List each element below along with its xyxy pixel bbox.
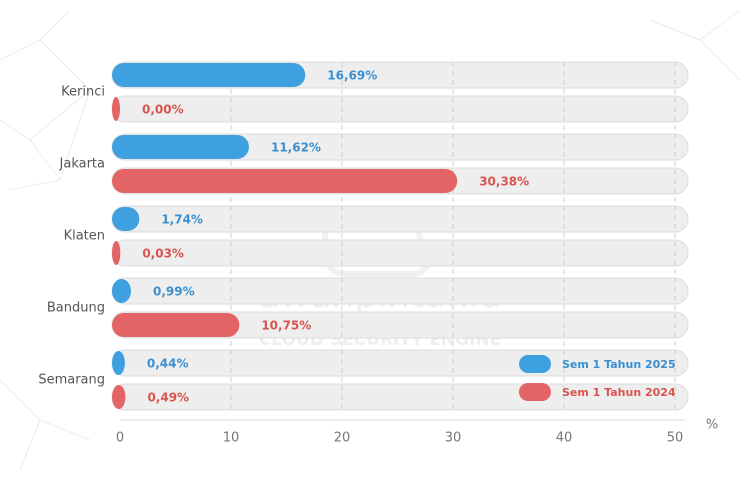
bar-track — [111, 95, 689, 123]
value-label: 16,69% — [327, 69, 377, 83]
value-label: 0,00% — [142, 103, 184, 117]
x-tick-label: 0 — [116, 431, 124, 446]
bar — [112, 135, 249, 159]
bar — [112, 207, 140, 231]
x-tick-label: 40 — [556, 431, 573, 446]
value-label: 30,38% — [479, 175, 529, 189]
y-tick-label: Bandung — [47, 301, 105, 316]
bar — [112, 279, 131, 303]
bar — [112, 351, 125, 375]
value-label: 0,44% — [147, 357, 189, 371]
bar — [112, 241, 121, 265]
legend-label: Sem 1 Tahun 2024 — [562, 386, 676, 399]
y-tick-label: Semarang — [38, 373, 105, 388]
x-tick-label: 20 — [334, 431, 351, 446]
y-tick-label: Kerinci — [61, 85, 105, 100]
bar — [112, 169, 458, 193]
legend-label: Sem 1 Tahun 2025 — [562, 358, 676, 371]
value-label: 0,03% — [142, 247, 184, 261]
x-tick-label: 50 — [667, 431, 684, 446]
bar-track — [111, 239, 689, 267]
value-label: 0,99% — [153, 285, 195, 299]
bar — [112, 97, 120, 121]
x-tick-label: 30 — [445, 431, 462, 446]
legend-swatch — [519, 383, 551, 401]
value-label: 1,74% — [161, 213, 203, 227]
y-tick-label: Klaten — [64, 229, 105, 244]
bar — [112, 63, 306, 87]
bar — [112, 313, 240, 337]
x-axis-unit: % — [706, 418, 718, 433]
legend-swatch — [519, 355, 551, 373]
y-tick-label: Jakarta — [59, 157, 105, 172]
bar — [112, 385, 126, 409]
value-label: 10,75% — [261, 319, 311, 333]
bar-track — [111, 277, 689, 305]
value-label: 0,49% — [147, 391, 189, 405]
x-tick-label: 10 — [223, 431, 240, 446]
value-label: 11,62% — [271, 141, 321, 155]
background-network — [0, 9, 741, 471]
